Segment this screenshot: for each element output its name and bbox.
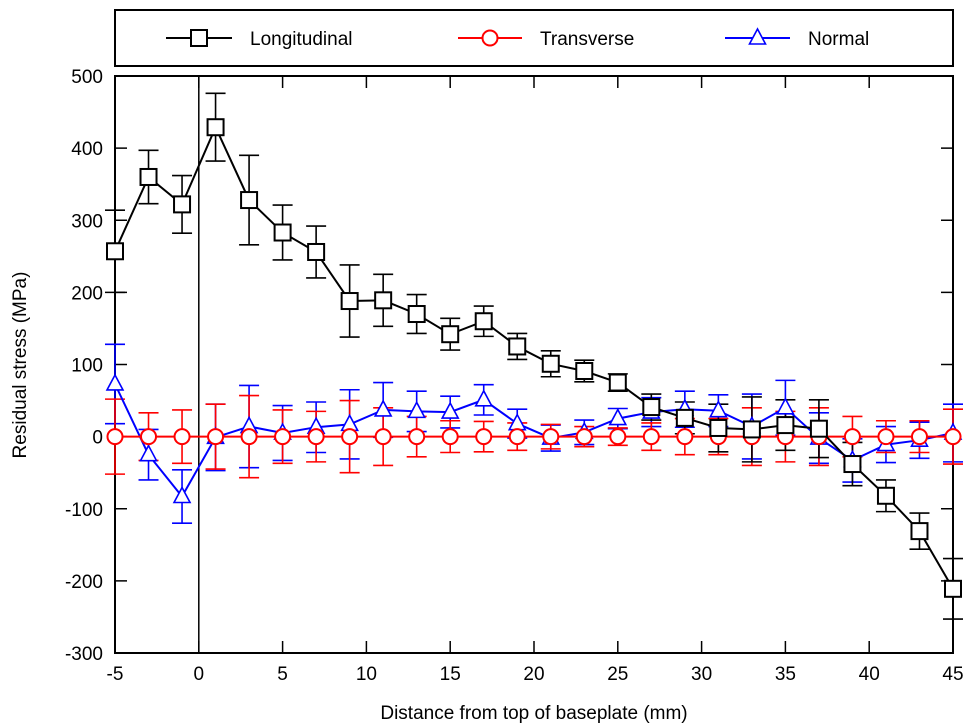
x-tick-label: 45 <box>942 664 963 685</box>
data-point <box>106 428 124 446</box>
data-point <box>575 428 593 446</box>
legend: Longitudinal Transverse Normal <box>114 9 954 67</box>
x-tick-label: 40 <box>859 664 880 685</box>
data-point <box>675 408 694 427</box>
x-tick-label: -5 <box>107 664 124 685</box>
data-point <box>475 428 493 446</box>
legend-item-longitudinal: Longitudinal <box>166 29 352 50</box>
y-tick-label: 400 <box>71 139 103 160</box>
x-tick-label: 35 <box>775 664 796 685</box>
x-tick-label: 30 <box>691 664 712 685</box>
data-point <box>340 292 359 311</box>
data-point <box>876 486 895 505</box>
x-tick-label: 25 <box>607 664 628 685</box>
series-normal-errorbars <box>105 343 963 524</box>
legend-marker <box>481 29 499 47</box>
legend-label: Normal <box>808 29 869 50</box>
y-tick-label: -300 <box>65 644 103 665</box>
legend-item-normal: Normal <box>725 27 869 50</box>
data-point <box>140 428 158 446</box>
data-point <box>374 428 392 446</box>
legend-marker <box>748 27 767 45</box>
y-axis-title: Residual stress (MPa) <box>10 272 31 459</box>
data-point <box>173 428 191 446</box>
data-point <box>843 455 862 474</box>
legend-frame <box>114 9 954 67</box>
data-point <box>274 428 292 446</box>
data-point <box>910 522 929 541</box>
data-point <box>407 400 427 419</box>
x-tick-label: 10 <box>356 664 377 685</box>
data-point <box>105 373 125 391</box>
data-point <box>609 428 627 446</box>
y-tick-label: -100 <box>65 500 103 521</box>
data-point <box>776 397 795 415</box>
x-axis-title: Distance from top of baseplate (mm) <box>380 703 687 724</box>
data-point <box>172 485 192 504</box>
data-point <box>575 361 594 380</box>
data-point <box>240 191 259 210</box>
data-point <box>944 579 962 598</box>
data-point <box>642 398 661 417</box>
data-point <box>944 428 962 446</box>
data-point <box>742 420 761 439</box>
data-point <box>676 428 694 446</box>
data-point <box>139 443 158 462</box>
data-point <box>441 325 460 344</box>
plot-series <box>105 92 963 620</box>
data-point <box>877 428 895 446</box>
series-longitudinal <box>106 118 962 598</box>
data-point <box>374 291 393 310</box>
y-tick-label: 0 <box>92 428 103 449</box>
data-point <box>642 428 660 446</box>
data-point <box>407 305 426 324</box>
legend-item-transverse: Transverse <box>458 29 634 50</box>
x-tick-label: 20 <box>523 664 544 685</box>
data-point <box>307 242 326 261</box>
series-normal <box>105 373 963 504</box>
data-point <box>408 428 426 446</box>
data-point <box>206 118 225 137</box>
data-point <box>843 428 861 446</box>
data-point <box>106 242 124 261</box>
legend-label: Transverse <box>540 29 634 50</box>
data-point <box>173 195 192 214</box>
data-point <box>508 428 526 446</box>
series-line <box>114 383 954 499</box>
y-tick-label: -200 <box>65 572 103 593</box>
data-point <box>776 416 795 435</box>
data-point <box>441 428 459 446</box>
data-point <box>440 401 460 419</box>
data-point <box>608 407 628 426</box>
data-point <box>474 389 494 407</box>
data-point <box>508 337 527 356</box>
data-point <box>809 419 828 438</box>
y-tick-label: 200 <box>71 283 103 304</box>
axes: -300 -200 -100 0 100 200 300 400 500 -5 0 5 10 15 20 25… <box>65 67 964 685</box>
data-point <box>139 167 158 186</box>
data-point <box>910 428 928 446</box>
y-tick-label: 100 <box>71 356 103 377</box>
x-tick-label: 5 <box>277 664 288 685</box>
data-point <box>341 428 359 446</box>
y-tick-label: 300 <box>71 211 103 232</box>
data-point <box>373 399 393 417</box>
data-point <box>307 428 325 446</box>
data-point <box>608 373 627 392</box>
data-point <box>207 428 225 446</box>
data-point <box>474 312 493 331</box>
y-tick-label: 500 <box>71 67 103 88</box>
data-point <box>709 399 728 418</box>
data-point <box>273 223 292 242</box>
x-tick-label: 0 <box>194 664 205 685</box>
data-point <box>240 428 258 446</box>
legend-label: Longitudinal <box>250 29 352 50</box>
plot-frame <box>114 75 954 654</box>
data-point <box>541 354 560 373</box>
data-point <box>542 428 560 446</box>
legend-marker <box>190 29 208 47</box>
data-point <box>709 418 728 437</box>
x-tick-label: 15 <box>440 664 461 685</box>
